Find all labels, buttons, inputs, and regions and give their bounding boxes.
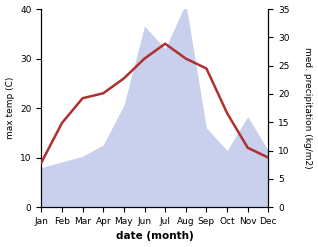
X-axis label: date (month): date (month) bbox=[116, 231, 194, 242]
Y-axis label: med. precipitation (kg/m2): med. precipitation (kg/m2) bbox=[303, 47, 313, 169]
Y-axis label: max temp (C): max temp (C) bbox=[5, 77, 15, 139]
